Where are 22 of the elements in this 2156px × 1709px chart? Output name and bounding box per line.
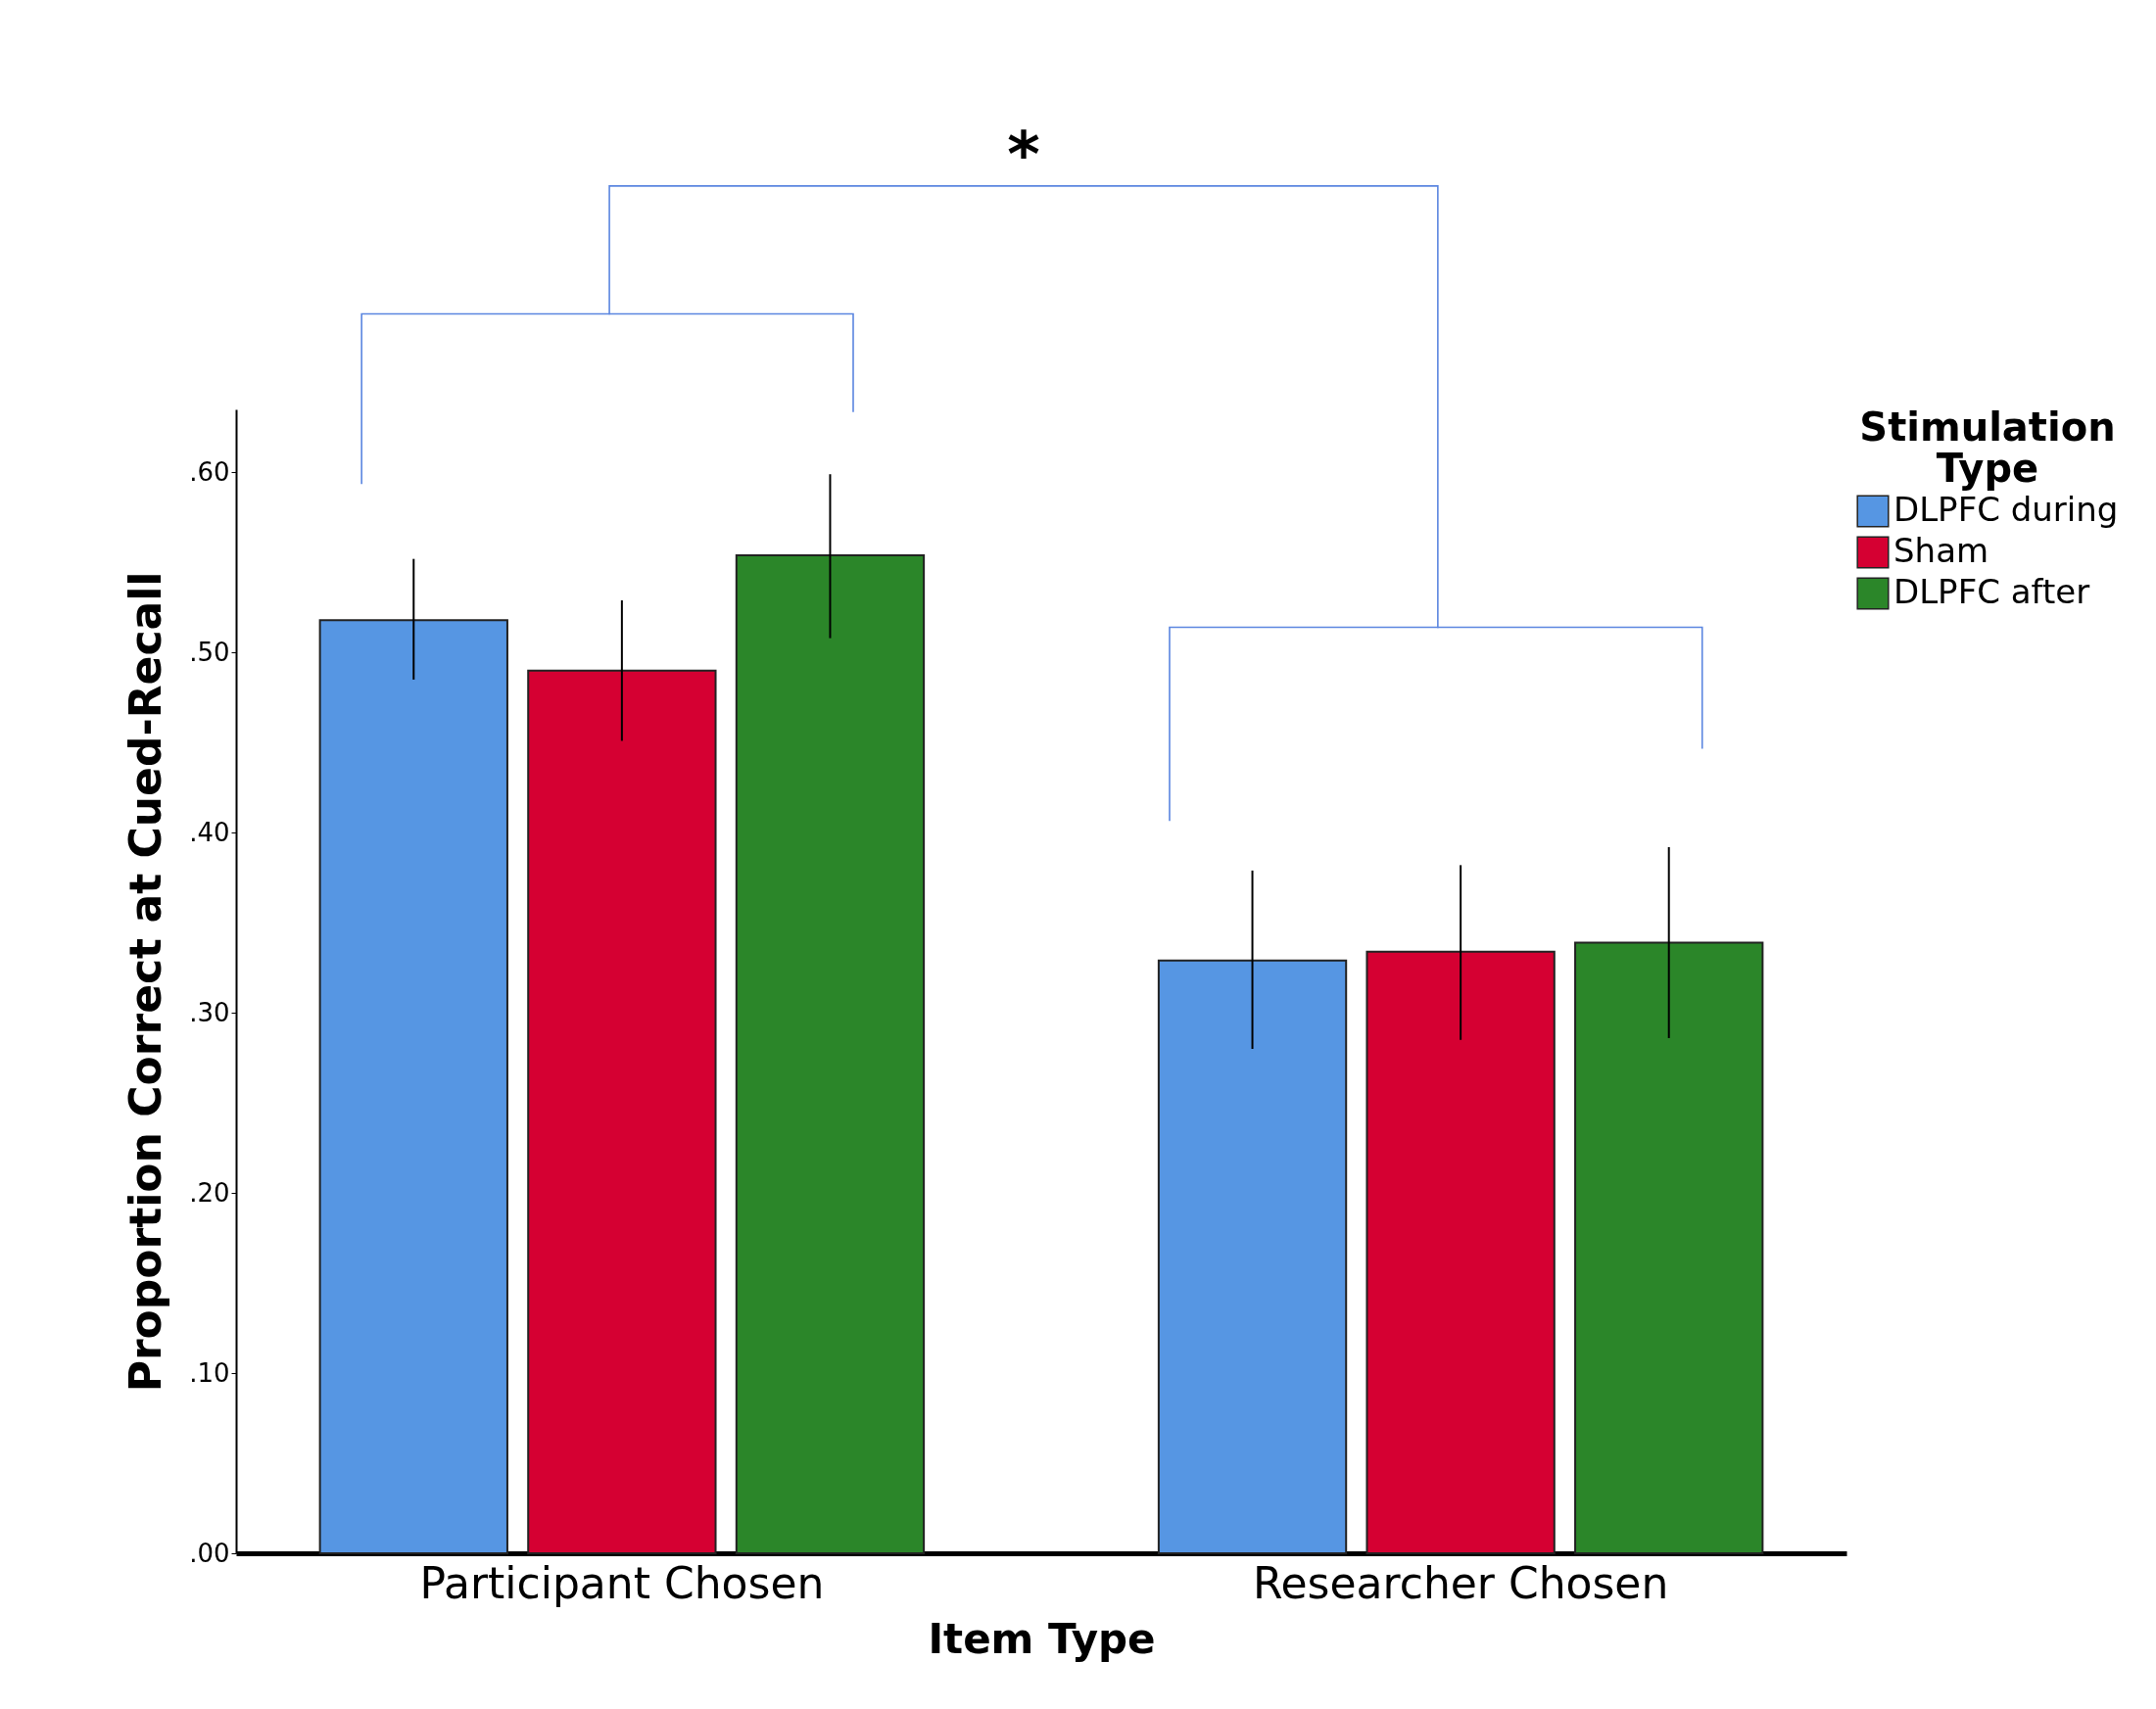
bar <box>735 553 926 1554</box>
y-tick-label: .60 <box>189 456 230 487</box>
legend-label: DLPFC after <box>1893 572 2090 611</box>
y-tick-label: .20 <box>189 1177 230 1208</box>
bar <box>318 619 508 1554</box>
x-tick-label: Participant Chosen <box>419 1557 825 1608</box>
legend-label: DLPFC during <box>1893 490 2119 529</box>
y-tick-label: .40 <box>189 817 230 847</box>
text: * <box>1007 118 1040 191</box>
bar <box>1157 959 1348 1554</box>
bar <box>527 669 717 1554</box>
bar <box>1365 950 1556 1554</box>
y-tick-label: .10 <box>189 1357 230 1388</box>
legend-label: Sham <box>1893 531 1989 570</box>
x-tick-label: Researcher Chosen <box>1252 1557 1669 1608</box>
legend-title: Stimulation Type <box>1859 404 2116 491</box>
x-axis-title: Item Type <box>928 1614 1156 1663</box>
bar <box>1574 941 1764 1554</box>
y-tick-label: .50 <box>189 637 230 667</box>
y-tick-label: .00 <box>189 1538 230 1568</box>
y-axis-title: Proportion Correct at Cued-Recall <box>120 571 171 1393</box>
y-tick-label: .30 <box>189 997 230 1027</box>
